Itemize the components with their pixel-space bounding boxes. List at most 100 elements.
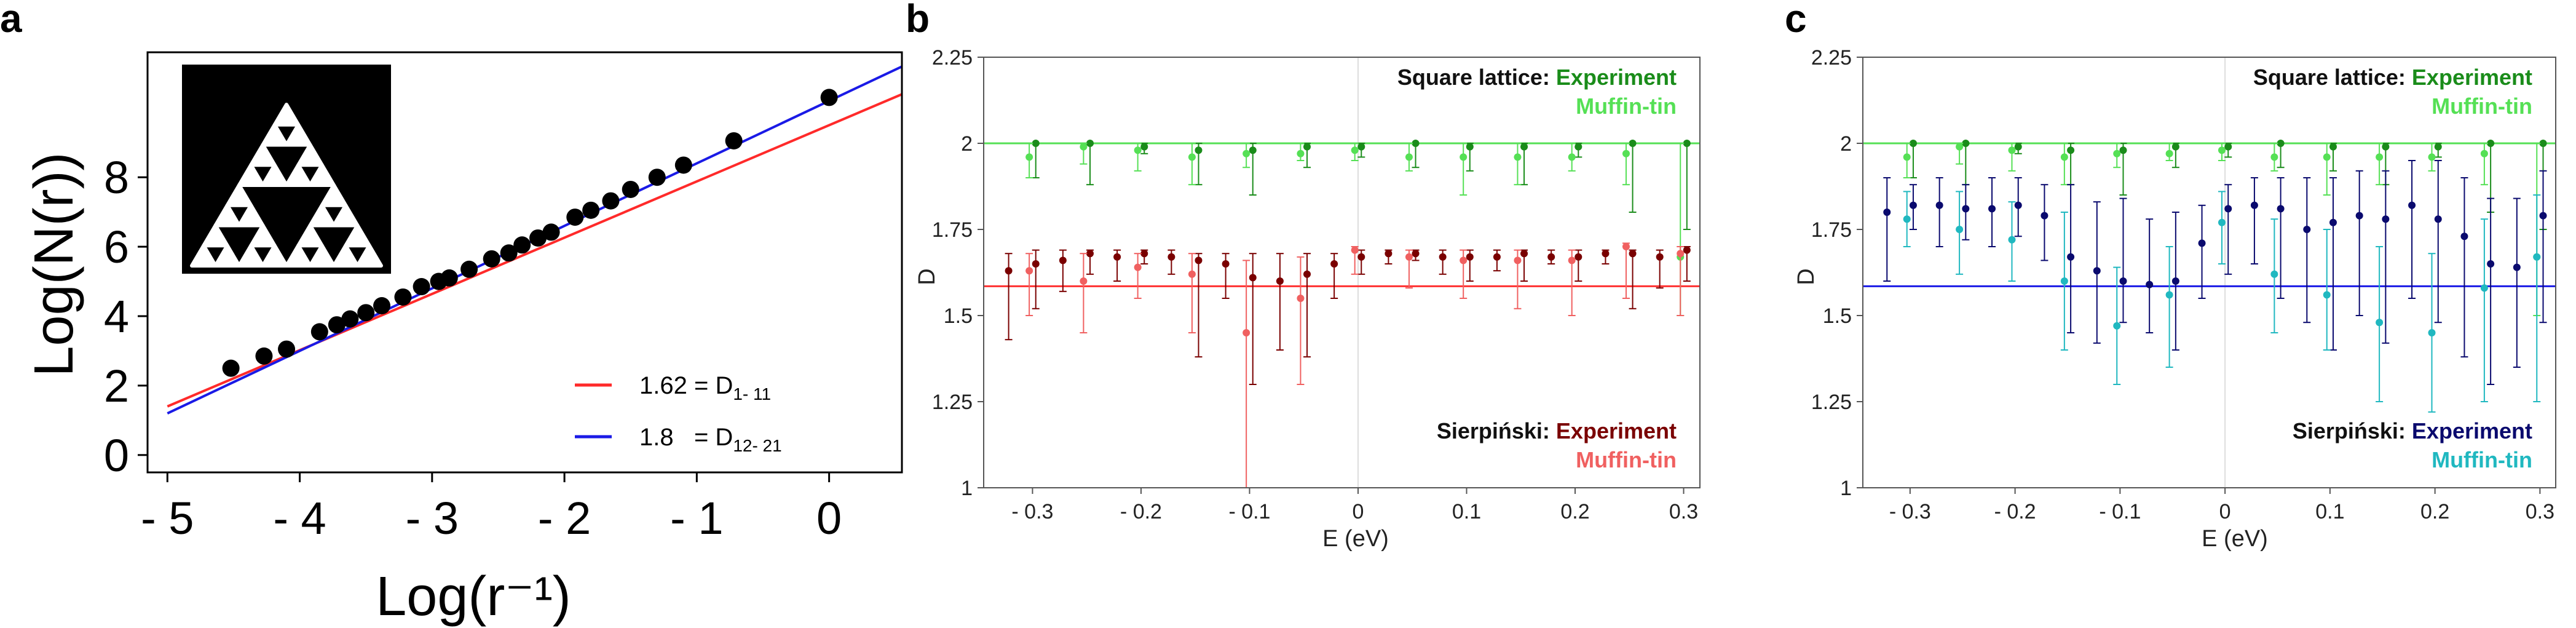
data-point (1080, 143, 1088, 151)
gasket-cell (332, 203, 360, 228)
data-point (1059, 256, 1067, 264)
data-point (2171, 277, 2179, 285)
annotation-highlight: Muffin-tin (1576, 447, 1677, 472)
data-point (1677, 250, 1685, 258)
data-point (2382, 215, 2390, 223)
data-point (2277, 205, 2285, 213)
data-point (513, 236, 531, 254)
data-point (2480, 284, 2488, 292)
data-point (1249, 274, 1257, 282)
gasket-cell (237, 244, 265, 268)
panel-b-xlabel: E (eV) (1322, 526, 1389, 552)
data-point (1568, 153, 1576, 161)
data-point (1493, 253, 1501, 261)
plot-frame (983, 57, 1701, 488)
data-point (1574, 253, 1582, 261)
data-point (1962, 140, 1970, 147)
data-point (2303, 226, 2311, 233)
data-point (1956, 226, 1964, 233)
annotation-highlight: Experiment (1556, 65, 1677, 90)
y-tick-label: 1 (1840, 477, 1852, 500)
data-point (341, 310, 359, 328)
data-point (1412, 250, 1420, 258)
data-point (1303, 270, 1311, 278)
data-point (2539, 212, 2547, 220)
data-point (2376, 153, 2384, 161)
annotation-prefix: Square lattice: (1397, 65, 1556, 90)
gasket-cell (261, 244, 288, 268)
panel-a: a - 5 - 4 - 3 - 2 - 1 0 0 2 4 6 8 1.62 = D1- 11 1.… (0, 0, 903, 627)
data-point (1357, 253, 1365, 261)
data-point (328, 316, 346, 334)
data-point (1909, 201, 1917, 209)
data-point (1574, 143, 1582, 151)
y-tick-label: 2 (961, 132, 973, 156)
gasket-cell (308, 244, 336, 268)
y-tick-label: 1.5 (944, 304, 973, 328)
data-point (2329, 218, 2337, 226)
data-point (2539, 140, 2547, 147)
panel-b-letter: b (906, 0, 930, 41)
panel-b-annotations: Square lattice: Experiment Muffin-tin Sier… (1397, 65, 1677, 472)
data-point (2093, 267, 2101, 275)
legend-blue-label: 1.8 = D12- 21 (639, 424, 782, 455)
x-tick-label: 0.3 (1669, 500, 1698, 523)
y-tick-label: 2 (1840, 132, 1852, 156)
data-point (2513, 263, 2521, 271)
y-tick-label: 1 (961, 477, 973, 500)
legend-red-label: 1.62 = D1- 11 (639, 372, 771, 403)
y-tick-label: 0 (104, 430, 129, 481)
y-tick-label: 2.25 (1811, 46, 1852, 70)
x-tick-label: - 0.1 (2099, 500, 2141, 523)
gasket-cell (344, 223, 371, 248)
annotation-label: Sierpiński: Experiment (2293, 418, 2532, 443)
data-point (1514, 256, 1522, 264)
x-tick-label: 0 (1353, 500, 1364, 523)
gasket-cell (272, 103, 301, 127)
data-point (1134, 146, 1142, 154)
data-point (2382, 143, 2390, 151)
data-point (2270, 270, 2278, 278)
x-tick-label: - 2 (538, 493, 591, 544)
data-point (2408, 201, 2416, 209)
data-point (440, 269, 458, 287)
data-point (1903, 153, 1911, 161)
y-tick-label: 6 (104, 221, 129, 272)
panel-c-xlabel: E (eV) (2202, 526, 2268, 552)
y-tick-label: 2.25 (932, 46, 973, 70)
gasket-cell (237, 203, 265, 228)
data-point (582, 201, 600, 219)
data-point (1032, 140, 1040, 147)
data-point (2171, 143, 2179, 151)
data-point (1080, 277, 1088, 285)
gasket-cell (296, 223, 324, 248)
gasket-cell (308, 163, 336, 187)
annotation-highlight: Experiment (2412, 65, 2532, 90)
annotation-label: Square lattice: Experiment (1397, 65, 1677, 90)
data-point (1909, 140, 1917, 147)
data-point (1656, 253, 1664, 261)
data-point (2198, 239, 2206, 247)
data-point (1385, 250, 1393, 258)
data-point (1439, 253, 1447, 261)
data-point (2014, 143, 2022, 151)
annotation-label: Square lattice: Experiment (2253, 65, 2532, 90)
x-tick-label: - 1 (670, 493, 723, 544)
data-point (2329, 143, 2337, 151)
data-point (2060, 153, 2068, 161)
gasket-cell (249, 143, 277, 167)
data-point (2008, 146, 2016, 154)
data-point (1602, 250, 1610, 258)
data-point (1988, 205, 1996, 213)
data-point (1466, 253, 1474, 261)
panel-b: b - 0.3 - 0.2 - 0.1 0 0.1 0.2 0.3 1 1.25 1.5 1.75 2… (906, 0, 1701, 552)
data-point (2434, 215, 2442, 223)
annotation-highlight: Experiment (2412, 418, 2532, 443)
data-point (1629, 140, 1637, 147)
gasket-cell (213, 244, 241, 268)
x-tick-label: 0.1 (2315, 500, 2344, 523)
gasket-cell (237, 163, 265, 187)
data-point (1025, 267, 1033, 275)
data-point (1405, 153, 1413, 161)
data-point (820, 89, 838, 106)
